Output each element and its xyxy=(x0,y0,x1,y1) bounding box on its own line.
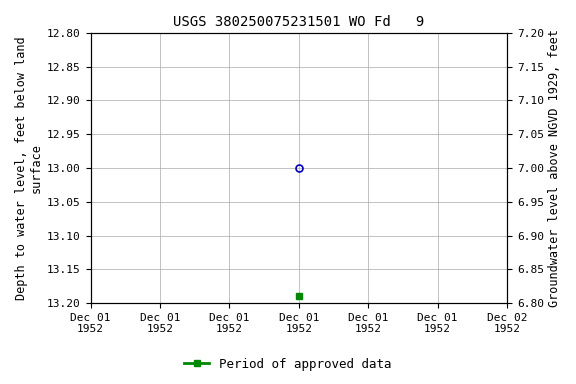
Y-axis label: Groundwater level above NGVD 1929, feet: Groundwater level above NGVD 1929, feet xyxy=(548,29,561,307)
Legend: Period of approved data: Period of approved data xyxy=(179,353,397,376)
Title: USGS 380250075231501 WO Fd   9: USGS 380250075231501 WO Fd 9 xyxy=(173,15,425,29)
Y-axis label: Depth to water level, feet below land
surface: Depth to water level, feet below land su… xyxy=(15,36,43,300)
